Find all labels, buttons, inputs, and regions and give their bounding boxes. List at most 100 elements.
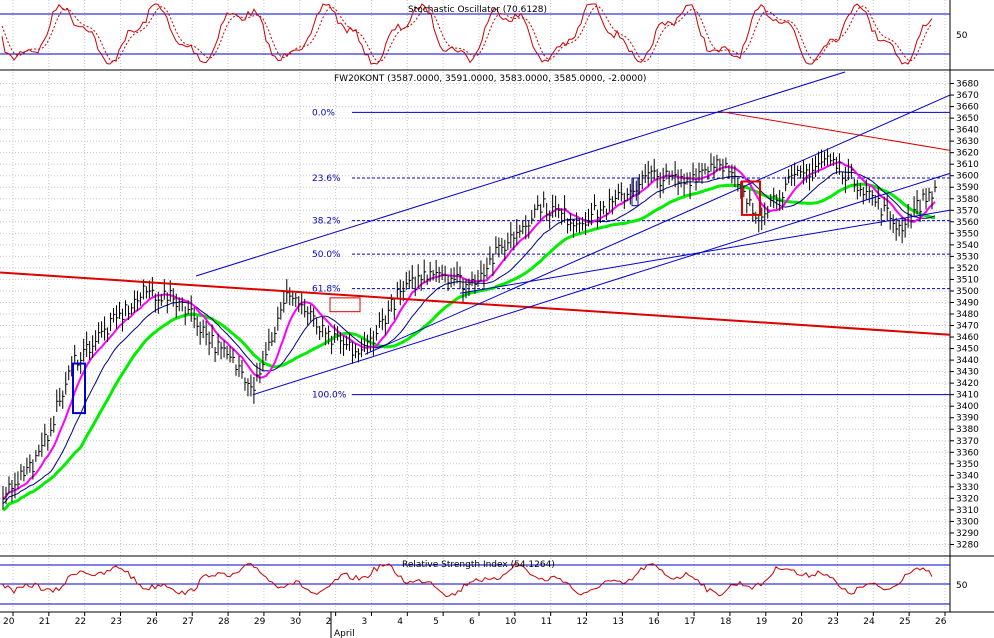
- y-tick-label: 3590: [956, 183, 979, 193]
- x-axis-month-label: April: [334, 629, 355, 638]
- x-tick-label: 12: [577, 617, 588, 627]
- y-tick-label: 3440: [956, 356, 979, 366]
- x-tick-label: 22: [75, 617, 86, 627]
- marker-box-blue: [72, 362, 86, 415]
- x-tick-label: 2: [326, 617, 332, 627]
- x-tick-label: 11: [541, 617, 552, 627]
- x-tick-label: 30: [290, 617, 302, 627]
- panel-frames: [0, 0, 994, 613]
- x-tick-label: 26: [146, 617, 158, 627]
- fib-level-label: 23.6%: [312, 174, 341, 184]
- y-tick-label: 3450: [956, 345, 979, 355]
- y-tick-label: 3350: [956, 460, 979, 470]
- y-tick-label: 3600: [956, 172, 979, 182]
- y-tick-label: 3430: [956, 368, 979, 378]
- marker-box-red-small: [329, 297, 361, 313]
- marker-box-blue-small: [631, 177, 639, 207]
- x-tick-label: 24: [863, 617, 875, 627]
- x-tick-label: 5: [433, 617, 439, 627]
- y-tick-label: 3510: [956, 275, 979, 285]
- stochastic-tick-50: 50: [956, 31, 968, 41]
- rsi-panel: [0, 562, 950, 605]
- x-tick-label: 23: [111, 617, 122, 627]
- support-line: [459, 209, 951, 294]
- y-tick-label: 3620: [956, 149, 979, 159]
- x-tick-label: 29: [254, 617, 266, 627]
- y-tick-label: 3670: [956, 91, 979, 101]
- y-tick-label: 3660: [956, 103, 979, 113]
- y-tick-label: 3300: [956, 517, 979, 527]
- y-tick-label: 3560: [956, 218, 979, 228]
- x-tick-label: 16: [648, 617, 660, 627]
- y-tick-label: 3320: [956, 494, 979, 504]
- rsi-title: Relative Strength Index (54.1264): [402, 560, 555, 570]
- y-tick-label: 3280: [956, 540, 979, 550]
- grid-lines: [0, 0, 950, 612]
- channel-inner-line: [364, 94, 951, 355]
- y-tick-label: 3530: [956, 252, 979, 262]
- stochastic-k-line: [1, 3, 933, 65]
- y-tick-label: 3500: [956, 287, 979, 297]
- y-tick-label: 3480: [956, 310, 979, 320]
- price-title: FW20KONT (3587.0000, 3591.0000, 3583.000…: [334, 74, 646, 84]
- x-tick-label: 6: [469, 617, 475, 627]
- y-tick-label: 3380: [956, 425, 979, 435]
- fib-level-label: 0.0%: [312, 108, 335, 118]
- stochastic-panel: [0, 3, 950, 65]
- moving-average-fast: [2, 160, 936, 500]
- y-tick-label: 3630: [956, 137, 979, 147]
- x-tick-label: 10: [505, 617, 517, 627]
- fib-level-label: 38.2%: [312, 217, 341, 227]
- y-tick-label: 3290: [956, 529, 979, 539]
- y-tick-label: 3470: [956, 322, 979, 332]
- x-tick-label: 20: [3, 617, 15, 627]
- red-long-trendline: [0, 271, 951, 336]
- price-panel: 0.0% 23.6% 38.2% 50.0% 61.8% 100.0%: [0, 71, 951, 512]
- fib-level-label: 100.0%: [312, 391, 347, 401]
- channel-upper-line: [195, 71, 846, 277]
- rsi-line: [1, 562, 933, 598]
- x-tick-label: 4: [397, 617, 403, 627]
- marker-box-red: [741, 180, 761, 216]
- red-upper-trendline: [717, 110, 951, 151]
- x-tick-label: 23: [827, 617, 838, 627]
- y-tick-label: 3330: [956, 483, 979, 493]
- x-tick-label: 19: [756, 617, 768, 627]
- x-tick-label: 20: [792, 617, 804, 627]
- y-tick-label: 3390: [956, 414, 979, 424]
- x-axis: 20 21 22 23 26 27 28 29 30 2 3 4 5 6 10 11 12 13 16 17 18 19 2…: [3, 612, 947, 638]
- y-tick-label: 3460: [956, 333, 979, 343]
- x-tick-label: 26: [935, 617, 947, 627]
- channel-lower-line: [252, 172, 951, 396]
- y-tick-label: 3640: [956, 126, 979, 136]
- x-tick-label: 27: [182, 617, 193, 627]
- y-tick-label: 3610: [956, 160, 979, 170]
- x-tick-label: 17: [684, 617, 695, 627]
- x-tick-label: 21: [39, 617, 50, 627]
- y-tick-label: 3680: [956, 80, 979, 90]
- x-tick-label: 25: [899, 617, 910, 627]
- stochastic-title: Stochastic Oscillator (70.6128): [408, 5, 547, 15]
- stochastic-d-line: [1, 5, 933, 63]
- y-tick-label: 3400: [956, 402, 979, 412]
- y-tick-label: 3520: [956, 264, 979, 274]
- y-tick-label: 3410: [956, 391, 979, 401]
- y-tick-label: 3360: [956, 448, 979, 458]
- y-tick-label: 3570: [956, 206, 979, 216]
- x-tick-label: 18: [720, 617, 732, 627]
- y-tick-label: 3310: [956, 506, 979, 516]
- y-tick-label: 3370: [956, 437, 979, 447]
- y-tick-label: 3540: [956, 241, 979, 251]
- y-tick-label: 3550: [956, 229, 979, 239]
- fib-level-label: 50.0%: [312, 250, 341, 260]
- x-tick-label: 13: [612, 617, 623, 627]
- y-tick-label: 3420: [956, 379, 979, 389]
- x-tick-label: 3: [361, 617, 367, 627]
- y-tick-label: 3490: [956, 298, 979, 308]
- rsi-tick-50: 50: [956, 581, 968, 591]
- x-tick-label: 28: [218, 617, 230, 627]
- y-tick-label: 3650: [956, 114, 979, 124]
- fib-level-label: 61.8%: [312, 285, 341, 295]
